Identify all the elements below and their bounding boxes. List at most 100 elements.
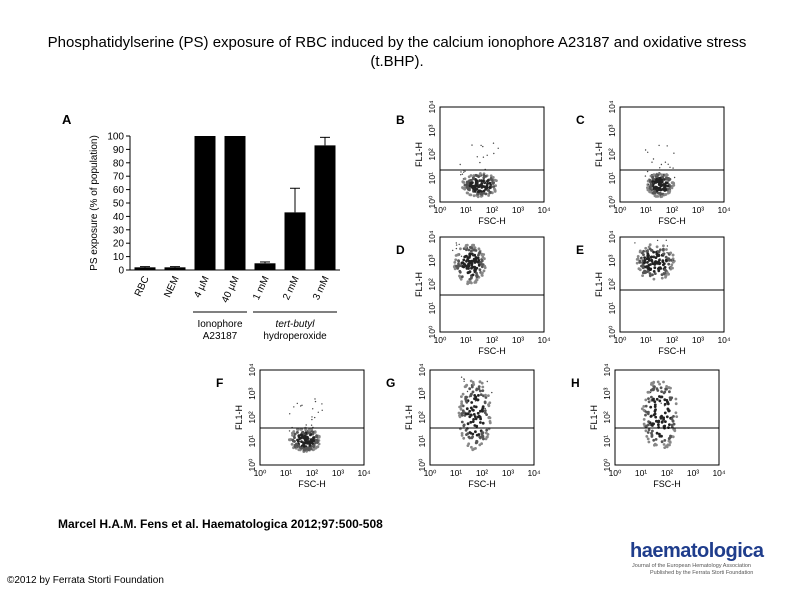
event-dot <box>455 247 458 250</box>
event-dot <box>313 431 315 433</box>
event-dot <box>304 433 306 435</box>
event-dot <box>646 261 649 264</box>
x-tick-label: RBC <box>133 275 152 299</box>
event-dot <box>462 178 465 180</box>
flow-panel-e: E 10⁰ 10¹ 10² 10³ 10⁴ 10⁰ 10¹ 10² 10³ 10⁴ FSC-H FL1-… <box>576 230 731 356</box>
event-dot <box>666 245 669 247</box>
event-dot <box>482 269 486 273</box>
event-dot <box>465 182 469 185</box>
event-dot <box>479 161 481 164</box>
event-dot <box>311 416 313 418</box>
event-dot <box>475 179 479 183</box>
event-dot <box>655 245 659 249</box>
y-tick-label: 60 <box>113 185 125 196</box>
panel-label: D <box>396 243 405 257</box>
event-dot <box>657 420 661 424</box>
flow-panel-b: B 10⁰ 10¹ 10² 10³ 10⁴ 10⁰ 10¹ 10² 10³ 10⁴ FSC-H FL1-… <box>396 100 551 226</box>
event-dot <box>305 424 307 426</box>
event-dot <box>667 439 671 443</box>
event-dot <box>653 194 657 198</box>
y-tick-label: 10⁴ <box>417 363 427 376</box>
event-dot <box>479 429 483 433</box>
event-dot <box>471 432 475 436</box>
event-dot <box>671 419 675 423</box>
event-dot <box>647 254 650 257</box>
y-tick-label: 10² <box>607 278 617 290</box>
event-dot <box>655 175 659 179</box>
y-tick-label: 10² <box>602 411 612 423</box>
event-dot <box>658 382 661 386</box>
x-tick-label: 10² <box>486 205 498 215</box>
event-dot <box>658 172 660 174</box>
event-dot <box>657 423 660 427</box>
x-tick-label: 10¹ <box>460 335 472 345</box>
flow-panel-f: F 10⁰ 10¹ 10² 10³ 10⁴ 10⁰ 10¹ 10² 10³ 10⁴ FSC-H FL1-… <box>216 363 371 489</box>
event-dot <box>471 243 474 247</box>
x-tick-label: 10² <box>476 468 488 478</box>
plot-frame <box>439 236 545 333</box>
event-dot <box>669 398 672 402</box>
event-dot <box>483 181 486 184</box>
event-dot <box>664 255 668 259</box>
event-dot <box>467 248 471 252</box>
event-dot <box>312 439 315 443</box>
event-dot <box>666 401 670 405</box>
event-dot <box>644 398 648 402</box>
event-dot <box>297 448 301 452</box>
event-dot <box>668 423 671 426</box>
event-dot <box>477 258 481 262</box>
event-dot <box>473 268 476 272</box>
event-dot <box>466 191 469 195</box>
event-dot <box>663 439 667 442</box>
event-dot <box>651 398 655 402</box>
x-tick-label: 10² <box>666 205 678 215</box>
event-dot <box>468 254 472 258</box>
event-dot <box>484 175 487 178</box>
event-dot <box>478 380 482 383</box>
event-dot <box>460 171 462 173</box>
event-dot <box>669 166 671 168</box>
y-axis-label: FL1-H <box>234 405 244 430</box>
event-dot <box>667 163 669 165</box>
y-tick-label: 40 <box>113 212 125 223</box>
event-dot <box>671 257 675 261</box>
event-dot <box>656 179 660 183</box>
event-dot <box>643 269 646 273</box>
x-tick-label: 10¹ <box>450 468 462 478</box>
event-dot <box>305 447 309 451</box>
event-dot <box>650 395 653 399</box>
event-dot <box>479 409 482 413</box>
event-dot <box>305 434 308 436</box>
event-dot <box>651 387 655 391</box>
event-dot <box>640 264 643 268</box>
x-tick-label: 10¹ <box>640 335 652 345</box>
event-dot <box>649 405 653 409</box>
event-dot <box>468 409 472 413</box>
event-dot <box>647 440 651 444</box>
event-dot <box>300 440 303 443</box>
event-dot <box>466 390 469 393</box>
event-dot <box>456 267 460 270</box>
event-dot <box>468 436 472 440</box>
event-dot <box>642 253 645 257</box>
event-dot <box>477 387 481 391</box>
event-dot <box>641 256 643 258</box>
event-dot <box>296 431 298 433</box>
event-dot <box>636 257 640 261</box>
event-dot <box>646 270 650 273</box>
event-dot <box>312 408 314 410</box>
event-dot <box>665 385 668 388</box>
event-dot <box>653 409 657 413</box>
event-dot <box>472 405 475 408</box>
event-dot <box>657 183 661 187</box>
event-dot <box>460 255 463 257</box>
y-tick-label: 10² <box>607 148 617 160</box>
event-dot <box>489 174 493 178</box>
event-dot <box>644 404 648 408</box>
event-dot <box>482 156 485 158</box>
event-dot <box>652 187 656 191</box>
event-dot <box>460 402 463 406</box>
event-dot <box>655 173 657 175</box>
event-dot <box>666 252 668 254</box>
event-dot <box>652 277 656 281</box>
